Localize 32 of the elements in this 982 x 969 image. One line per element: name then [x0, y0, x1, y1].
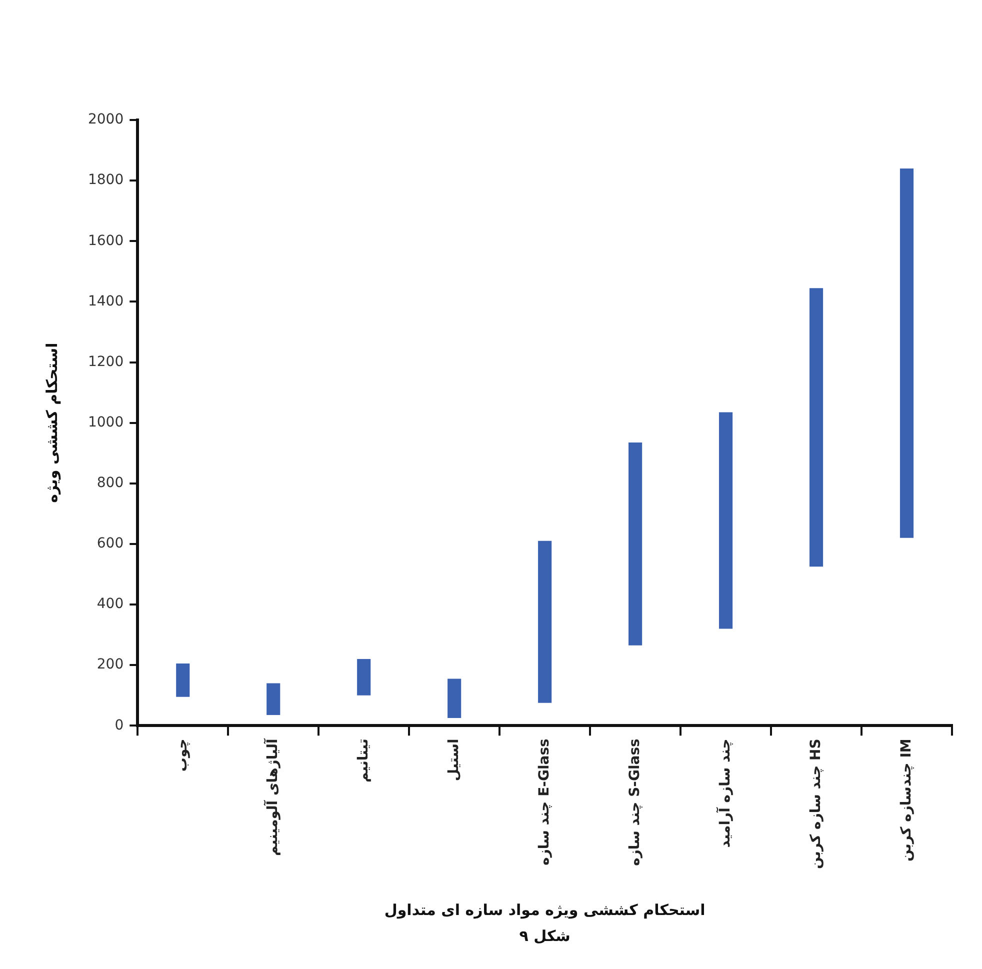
x-tick-label: چوب [174, 738, 191, 772]
bar [538, 540, 552, 703]
y-tick-label: 1600 [88, 232, 124, 249]
bar [266, 683, 280, 716]
x-tick-label: آلیاژهای آلومینیم [263, 737, 281, 856]
y-tick-label: 1000 [88, 414, 124, 430]
y-axis-title: استحکام کششی ویژه [42, 342, 61, 503]
x-tick-label: چند سازه E-Glass [536, 738, 552, 866]
bar [719, 412, 733, 629]
bar [900, 168, 914, 538]
text: شکل ۹ [519, 927, 570, 945]
bar [448, 678, 462, 718]
y-tick-label: 800 [96, 475, 124, 492]
y-tick-label: 600 [96, 536, 124, 552]
y-tick-label: 2000 [88, 112, 124, 128]
y-tick-label: 1400 [88, 293, 124, 310]
y-tick-label: 400 [96, 596, 124, 612]
bar [809, 288, 824, 567]
bar [176, 664, 190, 697]
y-tick-label: 0 [114, 717, 124, 734]
x-tick-label: استیل [446, 738, 462, 782]
x-tick-label: چندسازه کربن IM [898, 738, 914, 862]
x-tick-label: تیتانیم [355, 738, 372, 783]
bar [628, 442, 642, 646]
x-tick-label: چند سازه S-Glass [626, 738, 643, 866]
x-tick-label: چند سازه کربن HS [808, 738, 824, 870]
bar [357, 659, 371, 696]
y-tick-label: 200 [96, 656, 124, 673]
x-axis-title: استحکام کششی ویژه مواد سازه ای متداول [384, 900, 706, 919]
y-tick-label: 1800 [88, 172, 124, 188]
y-tick-label: 1200 [88, 354, 124, 370]
x-tick-label: چند سازه آرامید [715, 738, 734, 848]
